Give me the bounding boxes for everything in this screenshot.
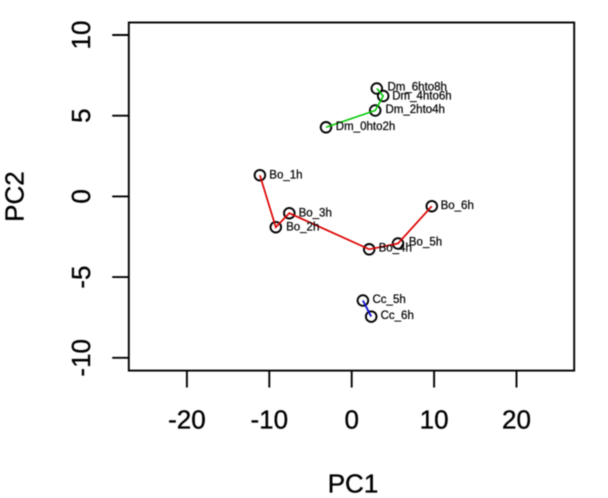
- svg-text:10: 10: [420, 405, 449, 435]
- svg-text:Bo_2h: Bo_2h: [286, 221, 319, 233]
- svg-text:PC2: PC2: [0, 171, 29, 222]
- svg-text:Bo_4h: Bo_4h: [379, 243, 412, 255]
- svg-text:Cc_6h: Cc_6h: [381, 310, 414, 322]
- svg-text:-10: -10: [66, 339, 96, 377]
- svg-text:Bo_6h: Bo_6h: [441, 200, 474, 212]
- svg-text:Dm_6hto8h: Dm_6hto8h: [388, 82, 447, 94]
- svg-text:10: 10: [66, 21, 96, 50]
- svg-text:0: 0: [344, 405, 358, 435]
- svg-text:-5: -5: [66, 266, 96, 289]
- svg-text:Bo_1h: Bo_1h: [269, 169, 302, 181]
- svg-text:Dm_0hto2h: Dm_0hto2h: [336, 121, 395, 133]
- svg-text:0: 0: [66, 189, 96, 203]
- svg-text:-20: -20: [168, 405, 206, 435]
- svg-text:5: 5: [66, 108, 96, 122]
- svg-text:Dm_4hto6h: Dm_4hto6h: [392, 90, 451, 102]
- svg-text:Bo_3h: Bo_3h: [299, 207, 332, 219]
- svg-text:Cc_5h: Cc_5h: [373, 294, 406, 306]
- svg-text:-10: -10: [251, 405, 289, 435]
- svg-text:Dm_2hto4h: Dm_2hto4h: [386, 104, 445, 116]
- svg-text:Bo_5h: Bo_5h: [409, 236, 442, 248]
- svg-text:PC1: PC1: [328, 469, 379, 498]
- svg-text:20: 20: [502, 405, 531, 435]
